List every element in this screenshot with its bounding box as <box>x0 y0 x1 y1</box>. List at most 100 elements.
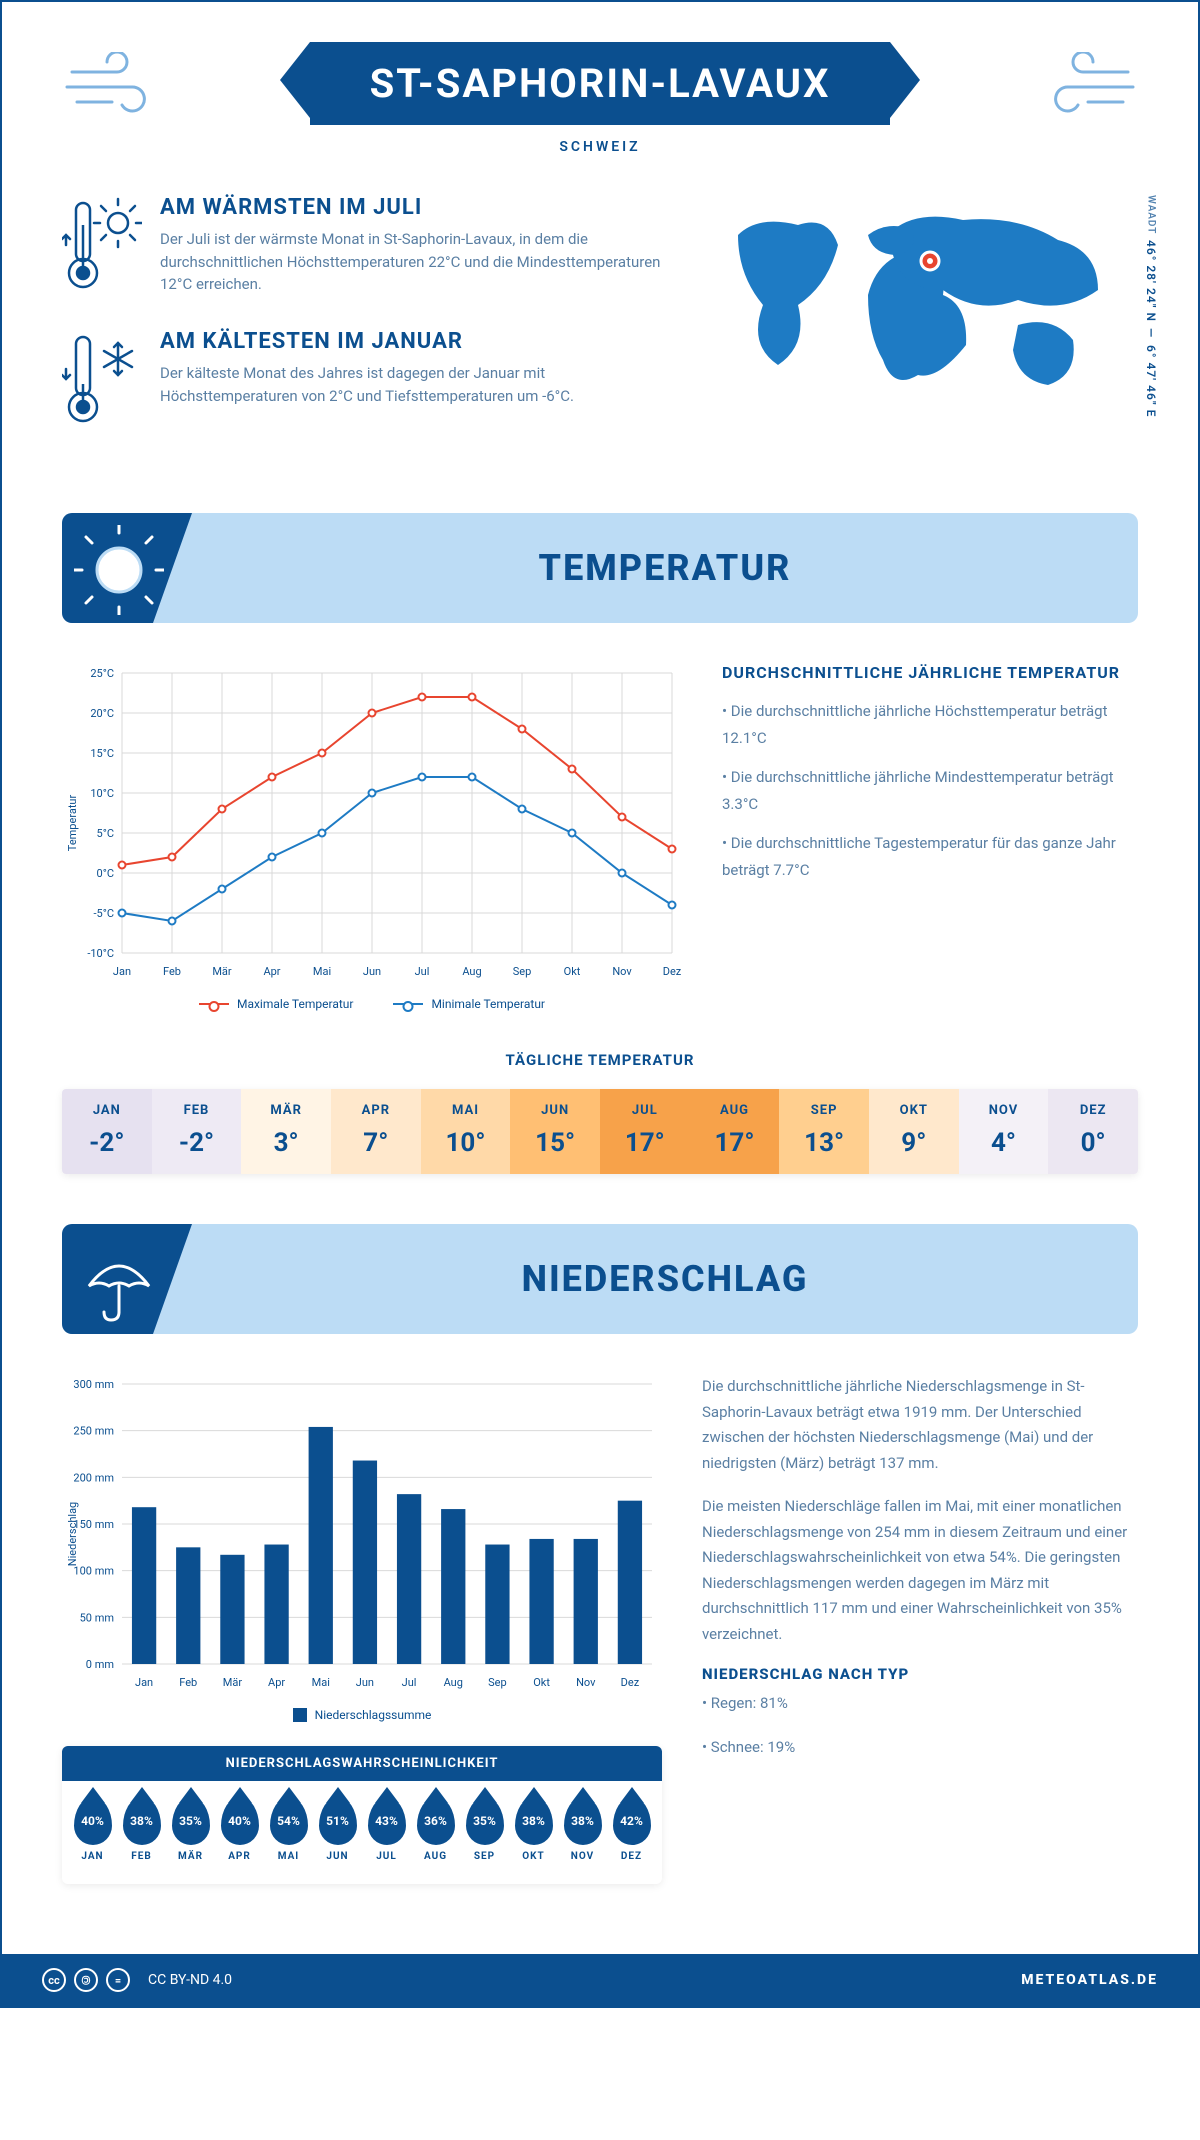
daily-cell: NOV4° <box>959 1089 1049 1174</box>
svg-text:Mär: Mär <box>223 1676 243 1689</box>
probability-cell: 43% JUL <box>364 1797 409 1862</box>
precipitation-chart: 0 mm50 mm100 mm150 mm200 mm250 mm300 mmJ… <box>62 1374 662 1694</box>
daily-cell: SEP13° <box>779 1089 869 1174</box>
header: ST-SAPHORIN-LAVAUX SCHWEIZ <box>62 42 1138 155</box>
probability-month: AUG <box>413 1851 458 1862</box>
coldest-block: AM KÄLTESTEN IM JANUAR Der kälteste Mona… <box>62 329 678 433</box>
page-subtitle: SCHWEIZ <box>62 139 1138 155</box>
probability-value: 51% <box>326 1814 349 1828</box>
svg-text:Sep: Sep <box>513 965 532 978</box>
daily-temp-value: 17° <box>600 1128 690 1158</box>
coldest-body: Der kälteste Monat des Jahres ist dagege… <box>160 362 678 407</box>
probability-month: MAI <box>266 1851 311 1862</box>
probability-month: APR <box>217 1851 262 1862</box>
legend-precip: Niederschlagssumme <box>315 1708 432 1722</box>
daily-temp-value: 7° <box>331 1128 421 1158</box>
daily-cell: AUG17° <box>690 1089 780 1174</box>
precip-heading: NIEDERSCHLAG <box>192 1258 1138 1300</box>
probability-cell: 36% AUG <box>413 1797 458 1862</box>
svg-text:Niederschlag: Niederschlag <box>66 1502 79 1566</box>
svg-text:Jul: Jul <box>415 965 430 978</box>
svg-text:-5°C: -5°C <box>94 907 115 920</box>
probability-value: 36% <box>424 1814 447 1828</box>
probability-cell: 40%APR <box>217 1797 262 1862</box>
probability-value: 40% <box>81 1814 104 1828</box>
coord-region: WAADT <box>1146 195 1157 234</box>
daily-cell: MAI 10° <box>421 1089 511 1174</box>
svg-text:Okt: Okt <box>533 1676 550 1689</box>
cc-icon: cc <box>42 1968 66 1992</box>
world-map: WAADT 46° 28' 24" N — 6° 47' 46" E <box>718 195 1138 463</box>
svg-text:Feb: Feb <box>163 965 181 978</box>
probability-month: FEB <box>119 1851 164 1862</box>
precipitation-area: 0 mm50 mm100 mm150 mm200 mm250 mm300 mmJ… <box>62 1374 1138 1884</box>
wind-icon <box>62 52 152 134</box>
daily-temp-value: 17° <box>690 1128 780 1158</box>
precip-snow: • Schnee: 19% <box>702 1735 1138 1761</box>
sun-icon <box>74 525 164 619</box>
raindrop-icon: 38% <box>123 1797 161 1845</box>
probability-value: 38% <box>571 1814 594 1828</box>
raindrop-icon: 42% <box>613 1797 651 1845</box>
daily-cell: JAN-2° <box>62 1089 152 1174</box>
by-icon: 🄯 <box>74 1968 98 1992</box>
svg-text:Apr: Apr <box>268 1676 285 1689</box>
daily-month-label: SEP <box>779 1103 869 1118</box>
temp-legend: Maximale Temperatur Minimale Temperatur <box>62 997 682 1011</box>
temp-note-2: • Die durchschnittliche jährliche Mindes… <box>722 764 1138 818</box>
coldest-text: AM KÄLTESTEN IM JANUAR Der kälteste Mona… <box>160 329 678 433</box>
footer: cc 🄯 = CC BY-ND 4.0 METEOATLAS.DE <box>2 1954 1198 2006</box>
probability-month: JAN <box>70 1851 115 1862</box>
coldest-title: AM KÄLTESTEN IM JANUAR <box>160 329 678 354</box>
svg-text:-10°C: -10°C <box>87 947 114 960</box>
license-text: CC BY-ND 4.0 <box>148 1972 232 1988</box>
probability-value: 42% <box>620 1814 643 1828</box>
svg-text:Jun: Jun <box>356 1676 374 1689</box>
svg-text:10°C: 10°C <box>90 787 114 800</box>
probability-month: JUL <box>364 1851 409 1862</box>
content: ST-SAPHORIN-LAVAUX SCHWEIZ <box>2 2 1198 1914</box>
daily-cell: FEB -2° <box>152 1089 242 1174</box>
legend-max: Maximale Temperatur <box>237 997 353 1011</box>
daily-temp-value: 10° <box>421 1128 511 1158</box>
temperature-heading: TEMPERATUR <box>192 547 1138 589</box>
probability-cell: 54% MAI <box>266 1797 311 1862</box>
daily-month-label: MAI <box>421 1103 511 1118</box>
precip-rain: • Regen: 81% <box>702 1691 1138 1717</box>
precip-paragraph-2: Die meisten Niederschläge fallen im Mai,… <box>702 1494 1138 1647</box>
page-title: ST-SAPHORIN-LAVAUX <box>310 42 891 125</box>
svg-text:Jan: Jan <box>113 965 131 978</box>
daily-temp-heading: TÄGLICHE TEMPERATUR <box>62 1051 1138 1069</box>
precip-type-heading: NIEDERSCHLAG NACH TYP <box>702 1665 1138 1683</box>
temperature-banner: TEMPERATUR <box>62 513 1138 623</box>
probability-value: 35% <box>473 1814 496 1828</box>
probability-box: NIEDERSCHLAGSWAHRSCHEINLICHKEIT 40%JAN38… <box>62 1746 662 1884</box>
precip-legend: Niederschlagssumme <box>62 1708 662 1722</box>
daily-temp-value: -2° <box>152 1128 242 1158</box>
daily-month-label: FEB <box>152 1103 242 1118</box>
daily-month-label: APR <box>331 1103 421 1118</box>
precip-text: Die durchschnittliche jährliche Niedersc… <box>702 1374 1138 1884</box>
wind-icon <box>1048 52 1138 134</box>
probability-month: DEZ <box>609 1851 654 1862</box>
probability-cell: 51%JUN <box>315 1797 360 1862</box>
svg-text:20°C: 20°C <box>90 707 114 720</box>
precip-paragraph-1: Die durchschnittliche jährliche Niedersc… <box>702 1374 1138 1476</box>
probability-value: 43% <box>375 1814 398 1828</box>
site-name: METEOATLAS.DE <box>1021 1972 1158 1988</box>
coord-lon: 6° 47' 46" E <box>1144 345 1158 417</box>
temperature-chart: -10°C-5°C0°C5°C10°C15°C20°C25°CJanFebMär… <box>62 663 682 1011</box>
svg-text:Dez: Dez <box>663 965 682 978</box>
precip-left: 0 mm50 mm100 mm150 mm200 mm250 mm300 mmJ… <box>62 1374 662 1884</box>
daily-month-label: JAN <box>62 1103 152 1118</box>
daily-month-label: JUL <box>600 1103 690 1118</box>
svg-text:Dez: Dez <box>621 1676 640 1689</box>
daily-cell: DEZ0° <box>1048 1089 1138 1174</box>
license-block: cc 🄯 = CC BY-ND 4.0 <box>42 1968 232 1992</box>
daily-cell: MÄR3° <box>241 1089 331 1174</box>
svg-text:15°C: 15°C <box>90 747 114 760</box>
daily-temp-value: 3° <box>241 1128 331 1158</box>
raindrop-icon: 54% <box>270 1797 308 1845</box>
svg-text:200 mm: 200 mm <box>73 1471 114 1484</box>
daily-cell: JUN15° <box>510 1089 600 1174</box>
